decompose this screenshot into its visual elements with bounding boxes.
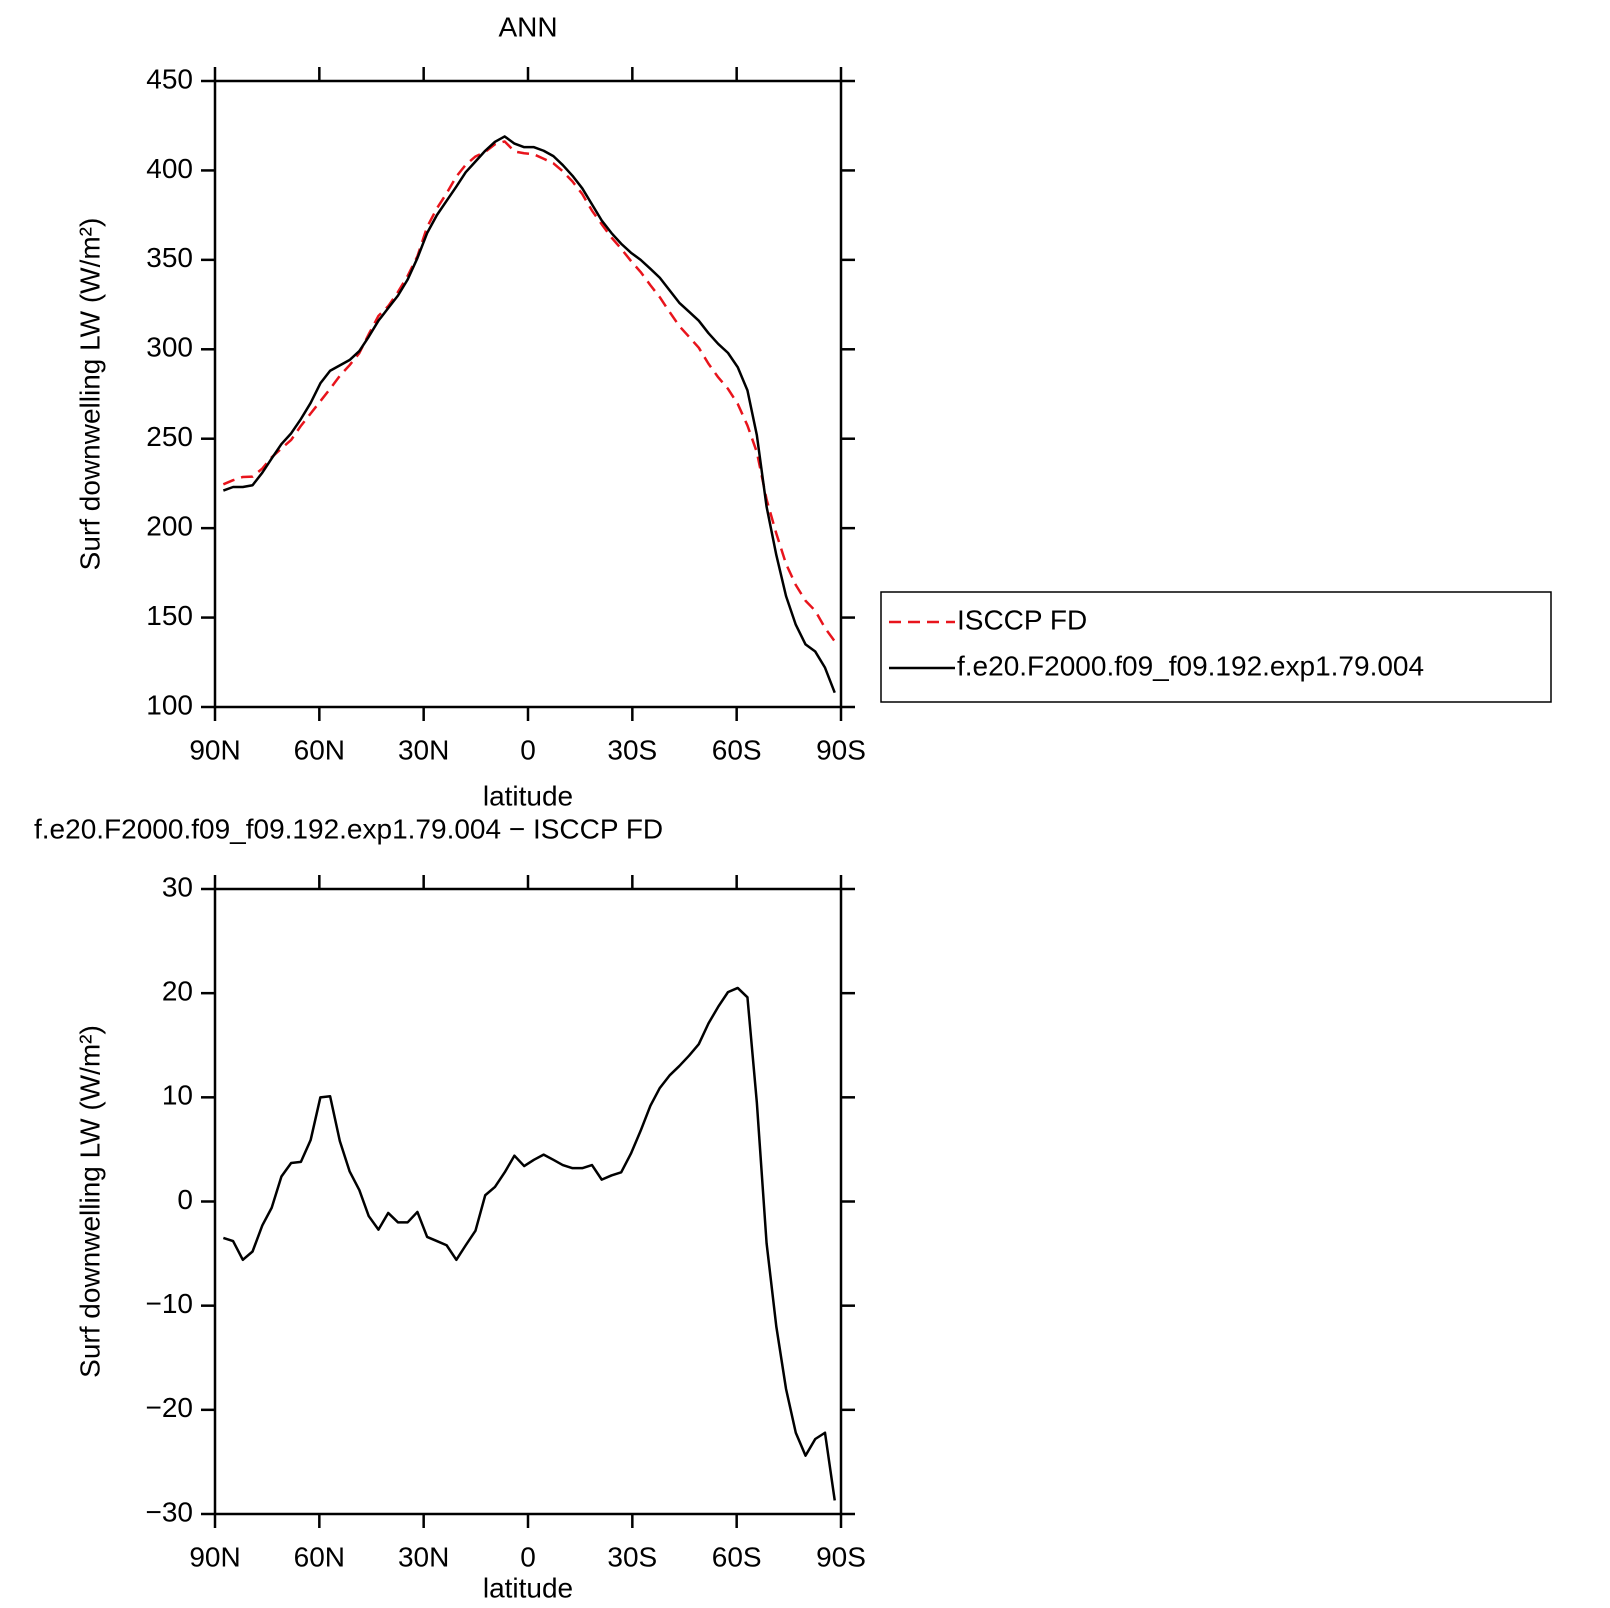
legend-box <box>880 591 1552 703</box>
plot-frame <box>213 887 843 1516</box>
x-tick-label: 90S <box>816 1541 866 1572</box>
x-tick-label: 30S <box>607 1541 657 1572</box>
x-axis-label: latitude <box>483 1572 573 1603</box>
x-tick-label: 0 <box>520 734 536 765</box>
y-tick-label: 30 <box>162 871 193 902</box>
y-tick-label: 20 <box>162 976 193 1007</box>
chart-title: f.e20.F2000.f09_f09.192.exp1.79.004 − IS… <box>34 813 663 844</box>
chart-title: ANN <box>498 11 557 42</box>
y-tick-label: 10 <box>162 1080 193 1111</box>
data-line <box>222 140 836 643</box>
y-tick-label: −20 <box>146 1392 194 1423</box>
x-tick-label: 60S <box>712 734 762 765</box>
x-tick-label: 60S <box>712 1541 762 1572</box>
y-tick-label: 0 <box>177 1184 193 1215</box>
y-tick-label: 300 <box>146 332 193 363</box>
y-tick-label: 400 <box>146 153 193 184</box>
y-tick-label: 350 <box>146 242 193 273</box>
y-tick-label: 250 <box>146 421 193 452</box>
data-line <box>222 135 836 694</box>
x-tick-label: 60N <box>294 734 345 765</box>
x-tick-label: 60N <box>294 1541 345 1572</box>
y-tick-label: 450 <box>146 63 193 94</box>
x-tick-label: 30N <box>398 734 449 765</box>
y-tick-label: 150 <box>146 600 193 631</box>
x-tick-label: 0 <box>520 1541 536 1572</box>
y-axis-label: Surf downwelling LW (W/m²) <box>74 1025 105 1378</box>
y-tick-label: 200 <box>146 511 193 542</box>
x-tick-label: 30N <box>398 1541 449 1572</box>
x-tick-label: 90S <box>816 734 866 765</box>
y-tick-label: −30 <box>146 1496 194 1527</box>
x-tick-label: 90N <box>189 734 240 765</box>
x-tick-label: 30S <box>607 734 657 765</box>
x-axis-label: latitude <box>483 780 573 811</box>
data-line <box>222 986 836 1501</box>
legend-label: ISCCP FD <box>957 604 1087 635</box>
plot-frame <box>213 79 843 709</box>
y-tick-label: −10 <box>146 1288 194 1319</box>
y-tick-label: 100 <box>146 689 193 720</box>
y-axis-label: Surf downwelling LW (W/m²) <box>74 218 105 571</box>
legend-label: f.e20.F2000.f09_f09.192.exp1.79.004 <box>957 650 1424 681</box>
x-tick-label: 90N <box>189 1541 240 1572</box>
